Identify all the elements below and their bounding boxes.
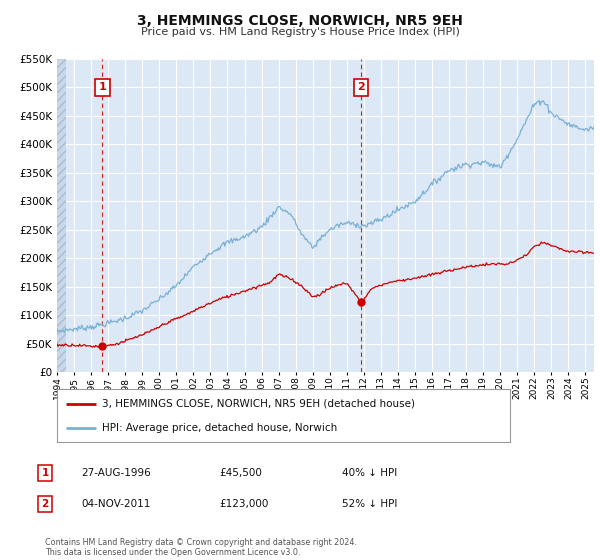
Text: £123,000: £123,000 bbox=[219, 499, 268, 509]
Text: £45,500: £45,500 bbox=[219, 468, 262, 478]
Text: 52% ↓ HPI: 52% ↓ HPI bbox=[342, 499, 397, 509]
Bar bbox=[57, 59, 65, 372]
Text: 1: 1 bbox=[41, 468, 49, 478]
Text: 04-NOV-2011: 04-NOV-2011 bbox=[81, 499, 151, 509]
Text: 40% ↓ HPI: 40% ↓ HPI bbox=[342, 468, 397, 478]
Text: 3, HEMMINGS CLOSE, NORWICH, NR5 9EH: 3, HEMMINGS CLOSE, NORWICH, NR5 9EH bbox=[137, 14, 463, 28]
Text: 1: 1 bbox=[98, 82, 106, 92]
Text: 2: 2 bbox=[41, 499, 49, 509]
Text: 3, HEMMINGS CLOSE, NORWICH, NR5 9EH (detached house): 3, HEMMINGS CLOSE, NORWICH, NR5 9EH (det… bbox=[103, 399, 415, 409]
Text: Price paid vs. HM Land Registry's House Price Index (HPI): Price paid vs. HM Land Registry's House … bbox=[140, 27, 460, 37]
Text: 27-AUG-1996: 27-AUG-1996 bbox=[81, 468, 151, 478]
Text: 2: 2 bbox=[357, 82, 365, 92]
Text: HPI: Average price, detached house, Norwich: HPI: Average price, detached house, Norw… bbox=[103, 423, 338, 433]
Text: Contains HM Land Registry data © Crown copyright and database right 2024.
This d: Contains HM Land Registry data © Crown c… bbox=[45, 538, 357, 557]
